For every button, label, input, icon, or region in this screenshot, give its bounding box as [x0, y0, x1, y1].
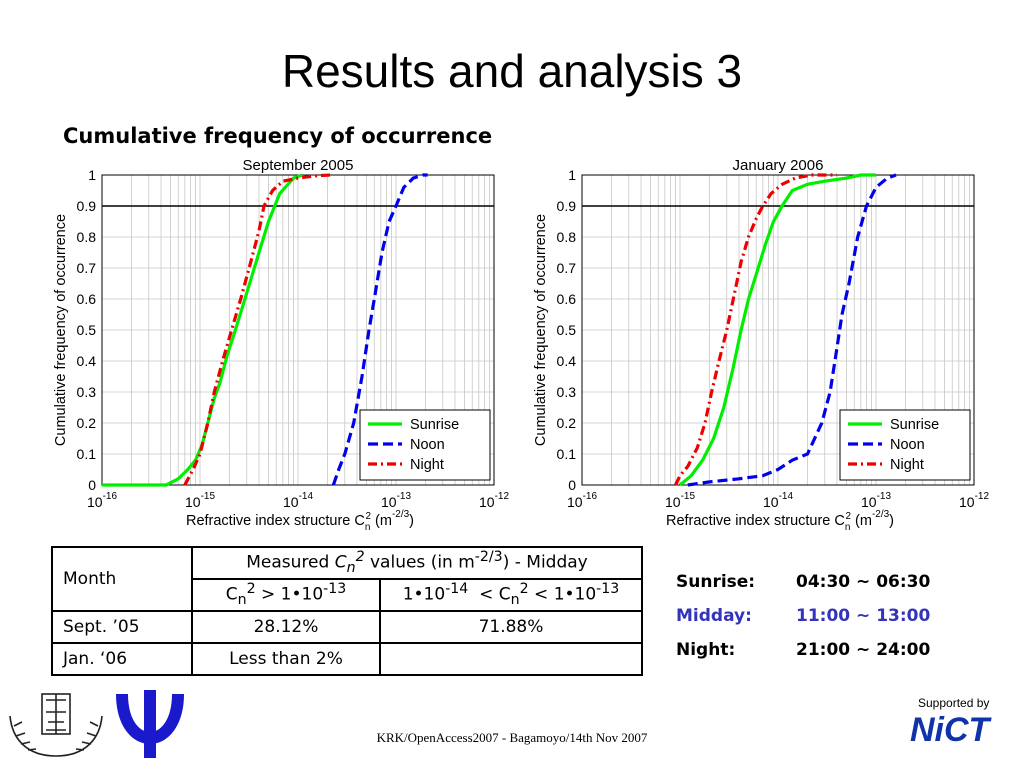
chart-january-2006: 0 0.1 0.2 0.3 0.4 0.5 0.6 0.7 0.8 0.9 1 10-16 10-15 1… — [533, 157, 989, 530]
series-line-sunrise — [678, 173, 876, 487]
month-header: Month — [51, 546, 193, 612]
y-tick-label: 0.3 — [557, 384, 577, 400]
chart-september-2005: 0 0.1 0.2 0.3 0.4 0.5 0.6 0.7 0.8 0.9 1 10-16 10-15 1… — [53, 157, 509, 530]
row-greater-value: Less than 2% — [191, 642, 381, 676]
y-tick-label: 0.4 — [77, 353, 97, 369]
x-tick-label: 10-12 — [479, 491, 509, 510]
y-tick-label: 0.7 — [557, 260, 577, 276]
row-greater-value: 28.12% — [191, 610, 381, 644]
legend-label: Noon — [890, 437, 925, 453]
table-row: Sept. ’05 28.12% 71.88% — [51, 610, 643, 644]
measured-header: Measured Cn2 values (in m-2/3) - Midday — [191, 546, 643, 580]
legend-label: Sunrise — [410, 417, 459, 433]
plot-frame — [581, 174, 975, 486]
x-axis-label: Refractive index structure Cn2 (m-2/3) — [666, 509, 894, 530]
y-tick-label: 0.8 — [557, 229, 577, 245]
y-tick-label: 0.8 — [77, 229, 97, 245]
y-tick-label: 0 — [568, 477, 576, 493]
legend-label: Sunrise — [890, 417, 939, 433]
y-tick-label: 0.7 — [77, 260, 97, 276]
table-row: Jan. ‘06 Less than 2% — [51, 642, 643, 676]
x-tick-label: 10-14 — [763, 491, 793, 510]
series-line-noon — [331, 173, 428, 486]
supported-by-label: Supported by — [918, 696, 990, 710]
x-tick-label: 10-14 — [283, 491, 313, 510]
y-tick-label: 0.2 — [77, 415, 97, 431]
y-tick-label: 0.4 — [557, 353, 577, 369]
results-table: Month Measured Cn2 values (in m-2/3) - M… — [51, 546, 643, 676]
university-seal-logo — [9, 693, 103, 757]
y-tick-label: 0.3 — [77, 384, 97, 400]
time-night: Night: 21:00 ~ 24:00 — [676, 640, 931, 660]
y-tick-label: 0.1 — [557, 446, 577, 462]
y-tick-label: 1 — [88, 167, 96, 183]
university-emblem-logo — [116, 690, 184, 758]
row-between-value: 71.88% — [379, 610, 643, 644]
series-line-sunrise — [102, 173, 303, 487]
time-midday: Midday: 11:00 ~ 13:00 — [676, 606, 931, 626]
chart-title: January 2006 — [733, 157, 824, 174]
y-tick-label: 1 — [568, 167, 576, 183]
x-tick-label: 10-12 — [959, 491, 989, 510]
x-tick-label: 10-16 — [87, 491, 117, 510]
y-tick-label: 0.9 — [77, 198, 97, 214]
column-greater-than: Cn2 > 1•10-13 — [191, 578, 381, 612]
y-tick-label: 0.2 — [557, 415, 577, 431]
series-line-night — [674, 173, 837, 486]
legend: Sunrise Noon Night — [359, 409, 491, 481]
chart-title: September 2005 — [243, 157, 354, 174]
y-axis-label: Cumulative frequency of occurrence — [53, 214, 69, 446]
x-tick-label: 10-15 — [665, 491, 695, 510]
row-month: Sept. ’05 — [51, 610, 193, 644]
row-month: Jan. ‘06 — [51, 642, 193, 676]
y-tick-label: 0.9 — [557, 198, 577, 214]
section-subtitle: Cumulative frequency of occurrence — [63, 124, 493, 148]
x-tick-label: 10-16 — [567, 491, 597, 510]
legend-label: Noon — [410, 437, 445, 453]
legend: Sunrise Noon Night — [839, 409, 971, 481]
y-tick-label: 0.5 — [557, 322, 577, 338]
svg-text:NiCT: NiCT — [910, 711, 993, 746]
y-tick-label: 0 — [88, 477, 96, 493]
time-sunrise: Sunrise: 04:30 ~ 06:30 — [676, 572, 931, 592]
x-axis-label: Refractive index structure Cn2 (m-2/3) — [186, 509, 414, 530]
y-tick-label: 0.1 — [77, 446, 97, 462]
nict-logo: NiCT — [910, 711, 993, 746]
legend-box — [839, 409, 971, 481]
row-between-value — [379, 642, 643, 676]
y-tick-label: 0.5 — [77, 322, 97, 338]
x-tick-label: 10-15 — [185, 491, 215, 510]
x-tick-label: 10-13 — [861, 491, 891, 510]
x-tick-label: 10-13 — [381, 491, 411, 510]
legend-box — [359, 409, 491, 481]
y-axis-label: Cumulative frequency of occurrence — [533, 214, 549, 446]
footer-text: KRK/OpenAccess2007 - Bagamoyo/14th Nov 2… — [376, 730, 648, 745]
series-line-night — [183, 173, 332, 486]
series-line-noon — [687, 173, 897, 487]
legend-label: Night — [410, 457, 444, 473]
column-between: 1•10-14 < Cn2 < 1•10-13 — [379, 578, 643, 612]
y-tick-label: 0.6 — [557, 291, 577, 307]
legend-label: Night — [890, 457, 924, 473]
y-tick-label: 0.6 — [77, 291, 97, 307]
page-title: Results and analysis 3 — [281, 45, 743, 97]
